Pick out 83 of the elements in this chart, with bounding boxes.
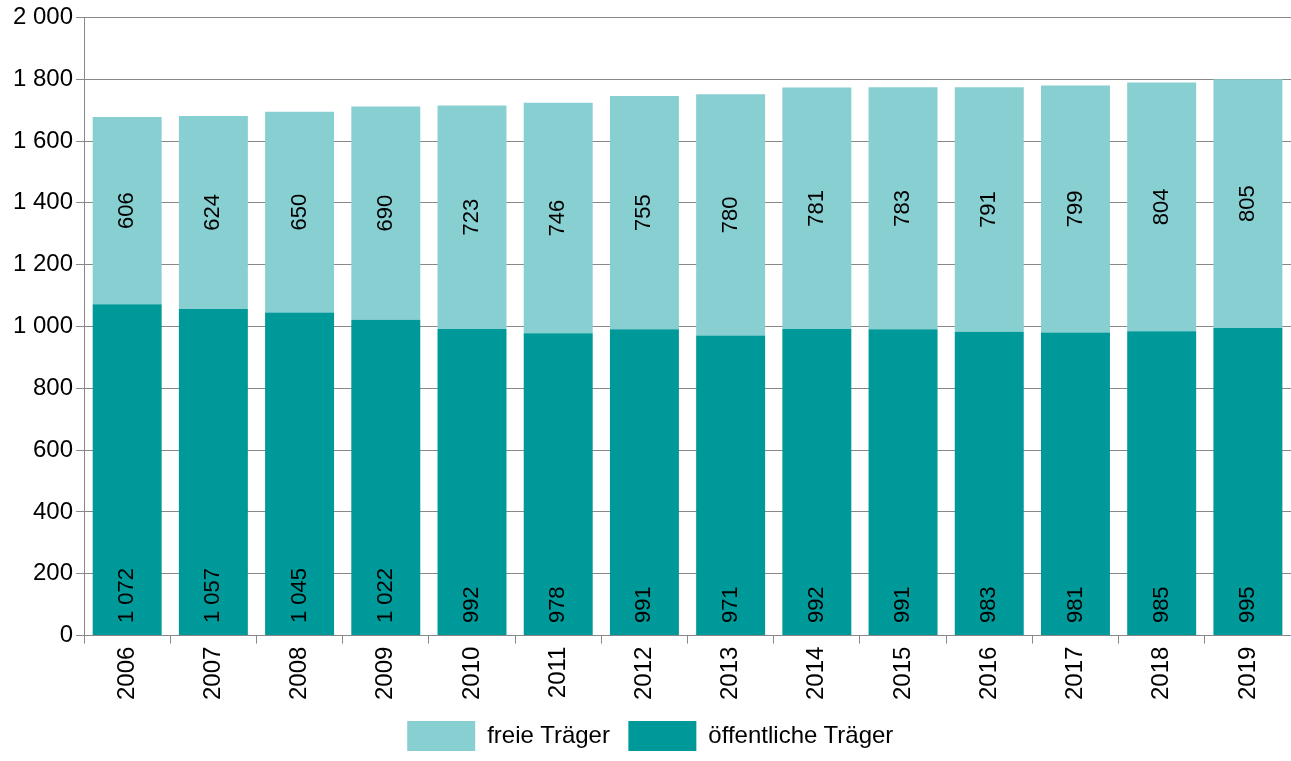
x-tick-label: 2012 bbox=[629, 646, 657, 700]
bar bbox=[954, 331, 1024, 636]
x-tick-label: 2010 bbox=[456, 646, 484, 700]
y-tick-label: 1 000 bbox=[13, 311, 74, 339]
bar bbox=[351, 319, 421, 636]
data-label: 992 bbox=[802, 586, 828, 624]
data-label: 781 bbox=[802, 189, 828, 227]
bar bbox=[782, 87, 852, 329]
data-label: 799 bbox=[1061, 190, 1087, 228]
x-tick-label: 2017 bbox=[1060, 646, 1088, 700]
bar bbox=[1040, 332, 1110, 636]
bar bbox=[1127, 331, 1197, 636]
data-label: 995 bbox=[1233, 586, 1259, 624]
bar bbox=[265, 312, 335, 636]
x-tick-label: 2016 bbox=[973, 646, 1001, 700]
bar bbox=[868, 329, 938, 636]
legend-label: freie Träger bbox=[487, 720, 610, 748]
data-label: 783 bbox=[889, 189, 915, 227]
y-tick-label: 0 bbox=[59, 620, 74, 648]
data-label: 1 045 bbox=[285, 568, 311, 624]
bar bbox=[954, 87, 1024, 332]
y-tick-label: 200 bbox=[33, 558, 74, 586]
y-tick-label: 800 bbox=[33, 372, 74, 400]
y-tick-label: 1 600 bbox=[13, 125, 74, 153]
bar bbox=[351, 106, 421, 320]
data-label: 804 bbox=[1147, 188, 1173, 226]
data-label: 985 bbox=[1147, 586, 1173, 624]
x-tick-label: 2009 bbox=[370, 646, 398, 700]
bar bbox=[437, 328, 507, 636]
x-tick-label: 2007 bbox=[198, 646, 225, 700]
x-tick-label: 2013 bbox=[715, 646, 743, 700]
bar bbox=[523, 333, 593, 636]
data-label: 992 bbox=[458, 586, 484, 624]
legend-label: öffentliche Träger bbox=[708, 720, 894, 748]
x-tick-label: 2014 bbox=[801, 646, 829, 700]
x-tick-label: 2018 bbox=[1146, 646, 1174, 700]
data-label: 624 bbox=[199, 194, 225, 231]
x-tick-label: 2006 bbox=[111, 646, 139, 700]
bar bbox=[437, 105, 507, 329]
data-label: 978 bbox=[544, 586, 570, 624]
bar bbox=[1213, 79, 1283, 329]
bar bbox=[178, 308, 248, 636]
bar bbox=[696, 335, 766, 636]
x-tick-label: 2008 bbox=[284, 646, 312, 700]
data-label: 971 bbox=[716, 586, 742, 624]
y-tick-label: 400 bbox=[33, 496, 74, 524]
data-label: 746 bbox=[544, 199, 570, 237]
data-label: 755 bbox=[630, 194, 656, 231]
bar bbox=[523, 102, 593, 334]
y-tick-label: 2 000 bbox=[13, 2, 74, 30]
data-label: 791 bbox=[975, 191, 1001, 228]
bar bbox=[92, 116, 162, 305]
data-label: 983 bbox=[975, 586, 1001, 624]
y-tick-label: 1 800 bbox=[13, 63, 74, 91]
data-label: 1 022 bbox=[371, 568, 397, 624]
bar bbox=[609, 329, 679, 636]
bar bbox=[1040, 85, 1110, 333]
x-tick-label: 2011 bbox=[542, 646, 570, 699]
bar bbox=[1213, 328, 1283, 636]
y-tick-label: 1 200 bbox=[13, 249, 74, 277]
bar bbox=[782, 328, 852, 636]
bar bbox=[868, 87, 938, 330]
x-tick-label: 2015 bbox=[887, 646, 915, 700]
bar bbox=[1127, 82, 1197, 332]
bar bbox=[265, 111, 335, 313]
x-tick-label: 2019 bbox=[1232, 646, 1260, 700]
data-label: 1 057 bbox=[199, 568, 225, 624]
data-label: 991 bbox=[630, 586, 656, 624]
y-tick-label: 1 400 bbox=[13, 187, 74, 215]
data-label: 981 bbox=[1061, 586, 1087, 624]
bar bbox=[92, 304, 162, 636]
data-label: 606 bbox=[113, 192, 139, 229]
data-label: 1 072 bbox=[113, 568, 139, 624]
data-label: 723 bbox=[458, 198, 484, 236]
data-label: 650 bbox=[285, 193, 311, 231]
bar bbox=[609, 95, 679, 330]
data-label: 991 bbox=[889, 586, 915, 624]
data-label: 780 bbox=[716, 196, 742, 234]
y-tick-label: 600 bbox=[33, 434, 74, 462]
data-label: 805 bbox=[1233, 185, 1259, 222]
bar bbox=[696, 94, 766, 336]
data-label: 690 bbox=[371, 194, 397, 232]
bar bbox=[178, 116, 248, 309]
